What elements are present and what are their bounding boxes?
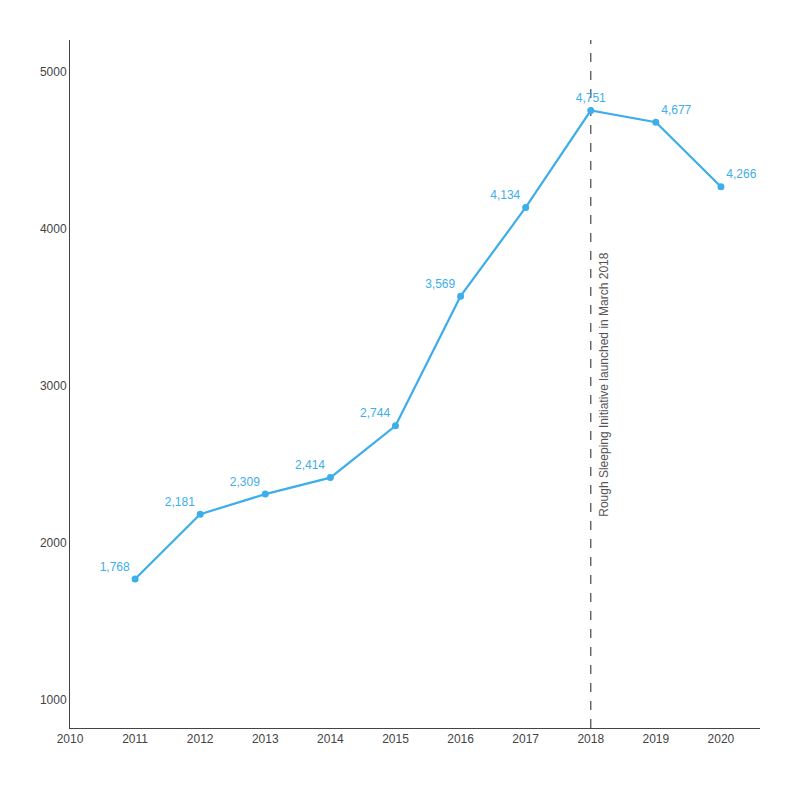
svg-text:2012: 2012 bbox=[187, 732, 214, 746]
svg-text:2020: 2020 bbox=[708, 732, 735, 746]
svg-text:2011: 2011 bbox=[122, 732, 148, 746]
svg-text:1,768: 1,768 bbox=[100, 560, 130, 574]
svg-text:2015: 2015 bbox=[382, 732, 409, 746]
svg-text:4,751: 4,751 bbox=[576, 91, 606, 105]
svg-text:5000: 5000 bbox=[40, 65, 67, 79]
svg-text:4000: 4000 bbox=[40, 222, 67, 236]
svg-text:2014: 2014 bbox=[317, 732, 344, 746]
svg-text:2013: 2013 bbox=[252, 732, 279, 746]
svg-text:2,414: 2,414 bbox=[295, 458, 325, 472]
svg-text:2,309: 2,309 bbox=[230, 475, 260, 489]
svg-text:Rough Sleeping Initiative laun: Rough Sleeping Initiative launched in Ma… bbox=[597, 252, 611, 517]
svg-text:2000: 2000 bbox=[40, 536, 67, 550]
svg-text:3000: 3000 bbox=[40, 379, 67, 393]
svg-text:2,181: 2,181 bbox=[165, 495, 195, 509]
svg-text:4,266: 4,266 bbox=[726, 167, 756, 181]
svg-text:2018: 2018 bbox=[577, 732, 604, 746]
svg-text:4,134: 4,134 bbox=[490, 188, 520, 202]
svg-text:2016: 2016 bbox=[447, 732, 474, 746]
svg-text:4,677: 4,677 bbox=[661, 103, 691, 117]
svg-text:2,744: 2,744 bbox=[360, 406, 390, 420]
svg-text:2017: 2017 bbox=[512, 732, 539, 746]
svg-text:1000: 1000 bbox=[40, 693, 67, 707]
svg-text:2019: 2019 bbox=[642, 732, 669, 746]
svg-text:3,569: 3,569 bbox=[425, 277, 455, 291]
svg-text:2010: 2010 bbox=[57, 732, 84, 746]
